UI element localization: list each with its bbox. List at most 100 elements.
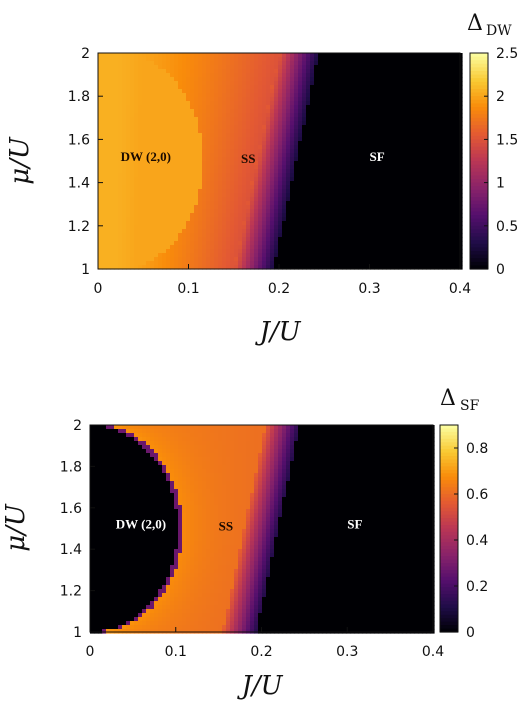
heatmap-cell: [234, 177, 239, 182]
heatmap-cell: [374, 129, 379, 134]
heatmap-cell: [118, 113, 123, 118]
heatmap-cell: [366, 257, 371, 262]
heatmap-cell: [114, 113, 119, 118]
heatmap-cell: [134, 233, 139, 238]
heatmap-cell: [130, 57, 135, 62]
heatmap-cell: [242, 157, 247, 162]
heatmap-cell: [126, 97, 131, 102]
heatmap-cell: [190, 193, 195, 198]
heatmap-cell: [134, 217, 139, 222]
heatmap-cell: [402, 225, 407, 230]
heatmap-cell: [198, 117, 203, 122]
heatmap-cell: [314, 225, 319, 230]
heatmap-cell: [310, 105, 315, 110]
heatmap-cell: [382, 109, 387, 114]
heatmap-cell: [178, 165, 183, 170]
heatmap-cell: [378, 197, 383, 202]
heatmap-cell: [130, 169, 135, 174]
heatmap-cell: [342, 97, 347, 102]
heatmap-cell: [134, 197, 139, 202]
heatmap-cell: [234, 53, 239, 58]
heatmap-cell: [210, 229, 215, 234]
heatmap-cell: [118, 241, 123, 246]
heatmap-cell: [366, 189, 371, 194]
heatmap-cell: [166, 253, 171, 258]
heatmap-cell: [342, 237, 347, 242]
heatmap-cell: [158, 81, 163, 86]
heatmap-cell: [330, 97, 335, 102]
heatmap-cell: [410, 81, 415, 86]
heatmap-cell: [106, 265, 111, 270]
heatmap-cell: [350, 121, 355, 126]
heatmap-cell: [450, 85, 455, 90]
heatmap-cell: [166, 217, 171, 222]
heatmap-cell: [162, 145, 167, 150]
heatmap-cell: [118, 213, 123, 218]
heatmap-cell: [186, 201, 191, 206]
heatmap-cell: [214, 169, 219, 174]
heatmap-cell: [410, 249, 415, 254]
heatmap-cell: [154, 185, 159, 190]
heatmap-cell: [346, 213, 351, 218]
heatmap-cell: [162, 261, 167, 266]
heatmap-cell: [262, 185, 267, 190]
heatmap-cell: [302, 261, 307, 266]
heatmap-cell: [314, 157, 319, 162]
heatmap-cell: [310, 57, 315, 62]
heatmap-cell: [398, 61, 403, 66]
heatmap-cell: [354, 249, 359, 254]
heatmap-cell: [282, 81, 287, 86]
heatmap-cell: [346, 197, 351, 202]
heatmap-cell: [334, 221, 339, 226]
heatmap-cell: [98, 241, 103, 246]
heatmap-cell: [394, 73, 399, 78]
heatmap-cell: [202, 201, 207, 206]
heatmap-cell: [202, 221, 207, 226]
heatmap-cell: [366, 217, 371, 222]
heatmap-cell: [274, 221, 279, 226]
heatmap-cell: [206, 113, 211, 118]
heatmap-cell: [190, 53, 195, 58]
heatmap-cell: [250, 161, 255, 166]
heatmap-cell: [366, 169, 371, 174]
heatmap-cell: [222, 77, 227, 82]
heatmap-cell: [206, 169, 211, 174]
heatmap-cell: [310, 181, 315, 186]
colorbar-segment: [470, 179, 488, 184]
heatmap-cell: [106, 149, 111, 154]
heatmap-cell: [246, 205, 251, 210]
heatmap-cell: [250, 169, 255, 174]
heatmap-cell: [390, 89, 395, 94]
heatmap-cell: [146, 165, 151, 170]
heatmap-cell: [258, 213, 263, 218]
heatmap-cell: [170, 217, 175, 222]
heatmap-cell: [334, 177, 339, 182]
heatmap-cell: [142, 77, 147, 82]
heatmap-cell: [398, 117, 403, 122]
heatmap-cell: [430, 169, 435, 174]
heatmap-cell: [242, 69, 247, 74]
heatmap-cell: [362, 233, 367, 238]
colorbar-segment: [470, 207, 488, 212]
heatmap-cell: [374, 237, 379, 242]
heatmap-cell: [330, 149, 335, 154]
heatmap-cell: [310, 97, 315, 102]
heatmap-cell: [362, 129, 367, 134]
heatmap-cell: [366, 137, 371, 142]
heatmap-cell: [374, 117, 379, 122]
heatmap-cell: [418, 249, 423, 254]
heatmap-cell: [146, 245, 151, 250]
heatmap-cell: [146, 65, 151, 70]
heatmap-cell: [270, 177, 275, 182]
heatmap-cell: [370, 249, 375, 254]
heatmap-cell: [198, 61, 203, 66]
heatmap-cell: [282, 229, 287, 234]
heatmap-cell: [290, 125, 295, 130]
heatmap-cell: [282, 257, 287, 262]
heatmap-cell: [162, 109, 167, 114]
heatmap-cell: [166, 53, 171, 58]
heatmap-cell: [122, 149, 127, 154]
heatmap-cell: [450, 93, 455, 98]
heatmap-cell: [278, 205, 283, 210]
heatmap-cell: [238, 241, 243, 246]
